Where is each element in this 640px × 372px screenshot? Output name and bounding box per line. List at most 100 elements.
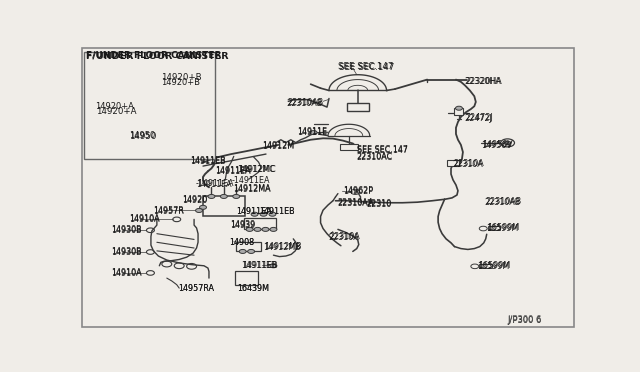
Text: 14912MC: 14912MC <box>237 165 275 174</box>
Text: 22310: 22310 <box>366 199 392 208</box>
Text: 14950: 14950 <box>129 132 156 141</box>
Text: 14911EB: 14911EB <box>242 261 278 270</box>
Text: 14910A: 14910A <box>111 268 141 277</box>
Text: 16599M: 16599M <box>486 224 518 233</box>
Text: J/P300 6: J/P300 6 <box>508 316 542 325</box>
Circle shape <box>239 250 246 253</box>
Text: 14910A: 14910A <box>129 215 160 224</box>
Text: 14911EB: 14911EB <box>241 261 277 270</box>
Text: 16439M: 16439M <box>237 284 269 293</box>
Text: 14912MC: 14912MC <box>237 165 275 174</box>
Bar <box>203 196 245 216</box>
Text: 22320HA: 22320HA <box>465 77 501 86</box>
Text: -14911EA: -14911EA <box>231 176 270 185</box>
Text: 14911EA: 14911EA <box>196 180 232 189</box>
Text: 14912MB: 14912MB <box>263 243 301 251</box>
Text: 14911E: 14911E <box>297 127 327 136</box>
Bar <box>347 103 369 111</box>
Bar <box>340 144 358 150</box>
Circle shape <box>456 106 463 110</box>
Text: 14930B: 14930B <box>111 247 141 256</box>
Circle shape <box>200 127 207 131</box>
Circle shape <box>270 264 277 268</box>
Text: SEE SEC.147: SEE SEC.147 <box>356 146 408 155</box>
Text: 22310AA: 22310AA <box>337 199 374 208</box>
Text: 14912MA: 14912MA <box>233 184 271 193</box>
Text: 14962P: 14962P <box>343 186 373 195</box>
Text: 22310AB: 22310AB <box>287 98 324 107</box>
Circle shape <box>254 227 261 231</box>
Text: 22310AC: 22310AC <box>356 152 393 161</box>
Bar <box>488 226 500 230</box>
Bar <box>99 87 110 96</box>
Circle shape <box>251 212 258 216</box>
Text: 22310AB: 22310AB <box>486 197 522 206</box>
Text: 14962P: 14962P <box>343 187 373 196</box>
Circle shape <box>200 133 207 137</box>
Text: SEE SEC.147: SEE SEC.147 <box>339 63 394 72</box>
Text: 14908: 14908 <box>229 238 254 247</box>
Text: SEE SEC.147: SEE SEC.147 <box>356 145 408 154</box>
Circle shape <box>248 250 255 253</box>
Bar <box>479 264 492 268</box>
Text: 14911EB: 14911EB <box>259 208 294 217</box>
Text: 14912MA: 14912MA <box>233 185 271 193</box>
Text: 14910A: 14910A <box>129 214 160 223</box>
Text: 22310A: 22310A <box>330 232 360 241</box>
Text: 14920+B: 14920+B <box>161 78 200 87</box>
Circle shape <box>310 131 317 135</box>
Circle shape <box>262 227 269 231</box>
Text: 14957R: 14957R <box>154 206 184 215</box>
Text: 14911E: 14911E <box>297 128 327 137</box>
Text: 22472J: 22472J <box>465 113 493 122</box>
Circle shape <box>269 212 276 216</box>
Bar <box>454 108 463 115</box>
Text: 14911EA: 14911EA <box>236 207 271 216</box>
Text: 16599M: 16599M <box>486 223 519 232</box>
Text: 22310AC: 22310AC <box>356 153 393 162</box>
Text: 16439M: 16439M <box>237 284 269 293</box>
Text: 22320HA: 22320HA <box>465 77 502 86</box>
Text: F/UNDER FLOOR CANISTER: F/UNDER FLOOR CANISTER <box>86 51 222 60</box>
Text: 14920+A: 14920+A <box>95 102 134 111</box>
Circle shape <box>220 195 227 198</box>
Bar <box>236 242 261 251</box>
Text: 22310A: 22310A <box>328 233 359 242</box>
Text: 22310AB: 22310AB <box>484 198 521 207</box>
Bar <box>244 218 276 230</box>
Text: 22310: 22310 <box>366 200 392 209</box>
Text: 14957RA: 14957RA <box>178 284 214 293</box>
Text: 14930B: 14930B <box>111 248 141 257</box>
Circle shape <box>200 205 207 209</box>
Text: 14911EA: 14911EA <box>216 166 251 175</box>
Text: 14912MB: 14912MB <box>264 242 301 251</box>
Text: 22310A: 22310A <box>454 159 484 168</box>
Bar <box>235 271 257 285</box>
Bar <box>129 118 197 143</box>
Text: 22472J: 22472J <box>465 114 492 123</box>
Bar <box>200 132 205 137</box>
Text: 14911EB: 14911EB <box>190 156 226 165</box>
Text: 14908: 14908 <box>229 238 254 247</box>
Circle shape <box>504 141 511 145</box>
Circle shape <box>233 195 240 198</box>
Text: J/P300 6: J/P300 6 <box>508 315 542 324</box>
Text: 14911EA: 14911EA <box>216 167 251 176</box>
Text: 14912M: 14912M <box>262 141 294 150</box>
Text: 14930B: 14930B <box>111 226 141 235</box>
Bar <box>447 160 460 166</box>
Circle shape <box>260 212 267 216</box>
Circle shape <box>208 195 215 198</box>
Text: 14910A: 14910A <box>111 269 141 278</box>
Circle shape <box>270 227 277 231</box>
Text: 22310A: 22310A <box>452 160 483 169</box>
Text: -14911EA: -14911EA <box>196 179 235 188</box>
Text: 14911EA: 14911EA <box>236 208 271 217</box>
Text: 14920+B: 14920+B <box>161 73 202 82</box>
Circle shape <box>196 208 202 212</box>
Text: 14957R: 14957R <box>154 206 184 215</box>
Text: 14920: 14920 <box>182 196 207 205</box>
Text: SEE SEC.147: SEE SEC.147 <box>338 62 394 71</box>
Text: 14911EB: 14911EB <box>190 157 226 166</box>
Text: 14956V: 14956V <box>481 141 511 150</box>
